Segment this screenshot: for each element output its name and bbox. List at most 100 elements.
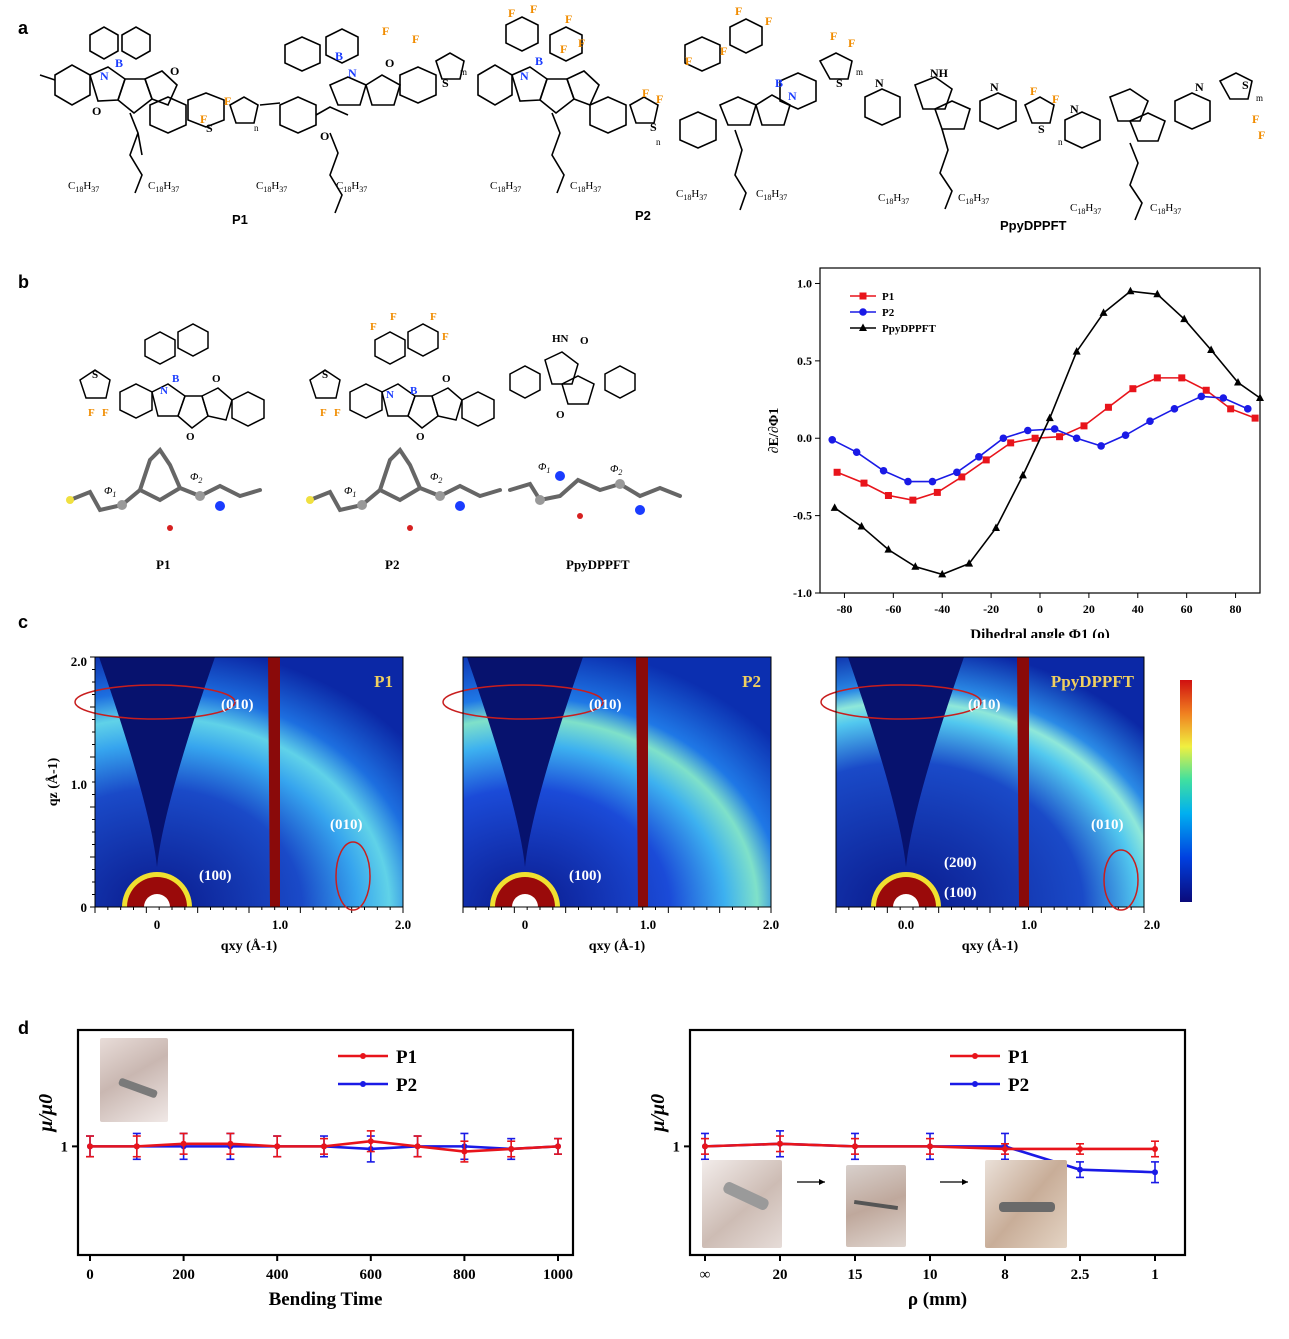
point-P2 [852, 448, 861, 456]
svg-text:C18H37: C18H37 [958, 192, 989, 206]
point-P2 [928, 477, 937, 486]
svg-text:F: F [1052, 92, 1059, 106]
point-P1 [414, 1143, 421, 1150]
point-PpyDPPFT [857, 521, 866, 530]
x-tick-label: -20 [983, 602, 999, 616]
point-P1 [1202, 386, 1210, 394]
svg-text:Φ1: Φ1 [344, 485, 356, 499]
point-P2 [1077, 1166, 1083, 1173]
beamstop [512, 894, 538, 907]
point-P2 [1121, 431, 1130, 439]
svg-text:HN: HN [552, 333, 569, 345]
point-PpyDPPFT [1207, 345, 1216, 354]
ellipse-oop [820, 684, 982, 720]
point-PpyDPPFT [1126, 286, 1135, 295]
x-axis-label: qxy (Å-1) [962, 938, 1019, 954]
svg-text:F: F [102, 407, 109, 419]
point-P1 [227, 1140, 234, 1147]
x-tick-label: ∞ [700, 1267, 711, 1283]
legend-marker [859, 308, 867, 316]
legend-label: PpyDPPFT [882, 323, 936, 335]
svg-text:Φ1: Φ1 [538, 461, 550, 475]
map-title: P2 [742, 672, 761, 691]
svg-text:N: N [1195, 80, 1204, 94]
ellipse-ip [335, 841, 371, 911]
svg-text:F: F [578, 36, 585, 50]
bending-photo [100, 1038, 168, 1122]
y-tick-label: 0.5 [797, 354, 812, 368]
y-tick-label: 0 [81, 900, 88, 915]
point-P2 [975, 453, 983, 461]
arrow-head [962, 1179, 968, 1185]
point-P2 [1050, 425, 1059, 433]
x-axis-label: ρ (mm) [908, 1289, 967, 1310]
panel-label-b: b [18, 272, 29, 292]
detector-gap [268, 657, 280, 907]
svg-text:N: N [990, 80, 999, 94]
x-tick-label: 10 [923, 1267, 938, 1283]
svg-text:N: N [160, 385, 168, 397]
svg-text:S: S [650, 120, 657, 134]
svg-text:S: S [92, 369, 98, 381]
point-P2 [879, 466, 888, 475]
x-tick-label: 2.0 [1144, 917, 1160, 932]
point-PpyDPPFT [1256, 393, 1264, 401]
svg-text:F: F [334, 407, 341, 419]
point-P1 [180, 1140, 187, 1147]
x-axis-label: Dihedral angle Φ1 (o) [970, 627, 1110, 638]
point-P1 [958, 473, 966, 481]
point-P1 [777, 1140, 783, 1147]
point-P2 [1152, 1169, 1158, 1176]
x-axis-label: qxy (Å-1) [589, 938, 646, 954]
point-P2 [1072, 434, 1081, 443]
label-p2-structure: P2 [635, 208, 651, 223]
x-tick-label: -60 [885, 602, 901, 616]
svg-text:C18H37: C18H37 [756, 188, 787, 202]
svg-text:N: N [520, 69, 529, 83]
svg-text:O: O [170, 64, 179, 78]
svg-text:F: F [560, 42, 567, 56]
annotation-010: (010) [589, 697, 622, 713]
svg-text:N: N [1070, 102, 1079, 116]
center-ring [127, 877, 187, 907]
y-tick-label: 1.0 [797, 276, 812, 290]
svg-text:C18H37: C18H37 [878, 192, 909, 206]
missing-wedge [848, 657, 964, 867]
x-tick-label: 0.0 [898, 917, 914, 932]
svg-text:O: O [442, 373, 451, 385]
svg-text:F: F [320, 407, 327, 419]
label-p1-model: P1 [156, 557, 171, 572]
svg-text:F: F [508, 6, 515, 20]
svg-text:S: S [1242, 78, 1249, 92]
svg-text:F: F [390, 311, 397, 323]
point-P1 [702, 1143, 708, 1150]
y-axis-label: qz (Å-1) [45, 757, 61, 806]
label-p1-structure: P1 [232, 212, 248, 227]
y-tick-label: 2.0 [71, 654, 87, 669]
detector-gap [1017, 657, 1029, 907]
point-PpyDPPFT [1180, 314, 1189, 323]
detector-gap [636, 657, 648, 907]
x-tick-label: 400 [266, 1267, 289, 1283]
svg-text:F: F [530, 5, 537, 16]
point-P1 [982, 456, 990, 464]
svg-text:B: B [410, 385, 418, 397]
point-PpyDPPFT [1234, 378, 1242, 386]
label-p2-model: P2 [385, 557, 400, 572]
point-PpyDPPFT [1018, 470, 1027, 479]
point-P1 [461, 1148, 468, 1155]
svg-text:NH: NH [930, 66, 949, 80]
svg-text:C18H37: C18H37 [490, 180, 521, 194]
svg-text:B: B [115, 56, 123, 70]
panel-d-bending-chart: 0 200 400 600 800 1000 1 Bending Time μ/μ0 P1 P2 [35, 1028, 575, 1310]
center-ring [495, 877, 555, 907]
svg-text:S: S [836, 76, 843, 90]
y-tick-label: -0.5 [793, 509, 812, 523]
svg-text:F: F [735, 5, 742, 18]
x-tick-label: 1 [1151, 1267, 1159, 1283]
svg-text:F: F [565, 12, 572, 26]
x-tick-label: 600 [360, 1267, 383, 1283]
series-line-P2 [831, 395, 1249, 483]
svg-text:C18H37: C18H37 [1150, 202, 1181, 216]
